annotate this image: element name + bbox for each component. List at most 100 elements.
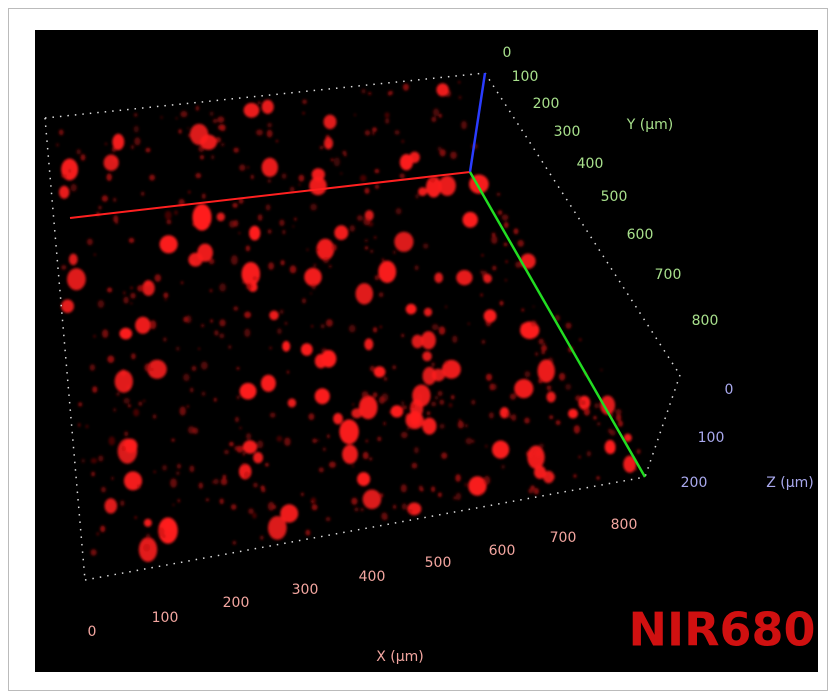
particle [113,408,116,412]
particle [568,409,578,419]
particle [298,184,300,186]
particle [356,283,374,304]
particle [452,336,457,343]
particle [388,91,391,96]
particle [373,392,378,397]
particle [415,265,419,270]
particle [310,292,312,294]
z-tick-label: 0 [725,382,734,398]
particle [370,366,375,372]
particle [138,402,142,406]
particle [365,130,370,136]
particle [220,498,224,504]
particle [546,392,555,403]
particle [364,338,373,350]
particle [505,279,507,281]
particle [210,112,214,117]
particle [280,310,284,315]
particle [198,348,200,350]
particle [594,403,599,408]
particle [334,157,341,166]
particle [441,452,447,459]
particle [393,505,396,509]
particle [266,204,271,210]
particle [401,432,408,438]
particle [514,228,519,234]
particle [181,281,184,284]
particle [257,440,263,448]
particle [105,498,118,513]
particle [412,385,430,407]
particle [321,324,325,328]
particle [506,412,511,418]
particle [201,362,208,370]
particle [333,413,343,424]
particle [596,476,600,480]
particle [456,270,472,285]
z-tick-label: 100 [698,430,725,446]
particle [393,250,396,254]
particle [580,400,586,405]
particle [587,451,591,457]
particle [312,168,325,181]
particle [210,319,213,322]
particle [213,479,219,485]
particle [497,193,501,196]
particle [431,402,436,407]
particle [404,405,407,409]
particle [199,482,204,488]
particle [365,188,370,194]
particle [409,509,412,513]
particle [195,173,201,178]
particle [444,360,448,364]
particle [375,275,380,280]
particle [178,499,181,503]
particle [78,423,81,426]
particle [381,393,388,402]
particle [281,260,285,265]
particle [192,366,197,371]
particle [375,169,380,173]
particle [223,478,225,481]
y-tick-label: 500 [601,189,628,205]
particle [261,375,276,392]
particle [243,452,246,456]
particle [573,474,576,478]
particle [59,186,69,199]
particle [574,425,580,434]
particle [524,418,530,424]
particle [363,218,370,226]
particle [81,154,86,161]
particle [327,434,330,438]
particle [466,438,473,445]
y-tick-label: 100 [512,69,539,85]
particle [253,483,258,488]
x-tick-label: 700 [550,530,577,546]
particle [142,280,155,296]
particle [329,265,332,268]
particle [332,244,337,251]
particle [134,113,138,117]
particle [115,370,133,393]
particle [527,446,544,469]
particle [439,424,444,429]
particle [61,174,65,178]
particle [521,308,524,311]
particle [423,243,429,249]
particle [618,420,623,426]
particle [311,500,314,503]
particle [240,383,257,400]
particle [282,173,287,179]
particle [105,143,107,145]
particle [445,305,447,308]
particle [244,472,249,479]
particle [340,172,342,174]
particle [196,106,200,111]
particle [98,300,105,308]
particle [406,304,417,315]
particle [498,210,503,215]
particle [268,262,274,270]
particle [102,195,108,202]
particle [202,193,206,199]
particle [401,484,407,492]
